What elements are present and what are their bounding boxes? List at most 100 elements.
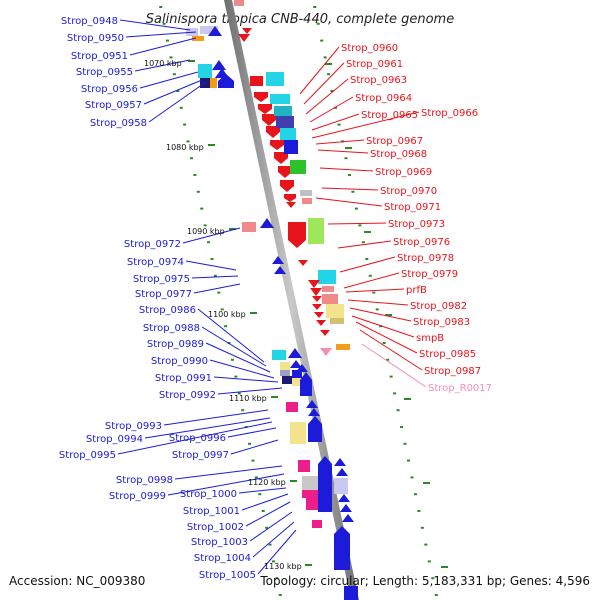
gene-label[interactable]: Strop_0957 (85, 100, 142, 111)
reverse-gene-arrow (342, 514, 354, 522)
leader-line (321, 187, 379, 191)
tick-dot (271, 560, 275, 563)
rna-gene-label[interactable]: Strop_R0017 (428, 383, 492, 394)
gene-block (280, 370, 290, 376)
reverse-gene-arrow (306, 400, 318, 408)
gene-label[interactable]: Strop_0993 (105, 421, 162, 432)
gene-label[interactable]: Strop_0979 (401, 269, 458, 280)
gene-label[interactable]: Strop_1000 (180, 489, 237, 500)
gene-block (334, 478, 348, 494)
gene-label[interactable]: Strop_0995 (59, 450, 116, 461)
gene-label[interactable]: Strop_0986 (139, 305, 196, 316)
leader-line (174, 465, 283, 480)
gene-label[interactable]: Strop_1001 (183, 506, 240, 517)
gene-label[interactable]: Strop_0960 (341, 43, 398, 54)
gene-label[interactable]: Strop_1004 (194, 553, 251, 564)
major-tick (325, 63, 332, 65)
major-tick (229, 228, 236, 230)
gene-label[interactable]: Strop_0974 (127, 257, 184, 268)
gene-label[interactable]: smpB (416, 333, 444, 344)
gene-label[interactable]: Strop_0999 (109, 491, 166, 502)
gene-label[interactable]: Strop_0964 (355, 93, 412, 104)
reverse-gene-arrow (296, 364, 308, 372)
gene-label[interactable]: Strop_0996 (169, 433, 226, 444)
accession-text: Accession: NC_009380 (9, 574, 145, 588)
gene-label[interactable]: Strop_0958 (90, 118, 147, 129)
tick-dot (254, 476, 258, 479)
gene-label[interactable]: Strop_0966 (421, 108, 478, 119)
gene-label[interactable]: Strop_0955 (76, 67, 133, 78)
gene-label[interactable]: Strop_0988 (143, 323, 200, 334)
gene-label[interactable]: Strop_0983 (413, 317, 470, 328)
gene-block (300, 190, 312, 196)
major-tick (345, 147, 352, 149)
scale-tick-labels: 1070 kbp 1080 kbp 1090 kbp 1100 kbp 1110… (144, 59, 302, 571)
gene-label[interactable]: Strop_0965 (361, 110, 418, 121)
tick-dot (275, 577, 279, 580)
gene-label[interactable]: Strop_0967 (366, 136, 423, 147)
gene-label[interactable]: Strop_0989 (147, 339, 204, 350)
reverse-gene-arrow (290, 360, 302, 368)
leader-line (148, 81, 207, 123)
leader-line (319, 167, 374, 172)
leader-line (191, 275, 239, 279)
reverse-gene-arrow (260, 218, 274, 228)
genome-backbone (224, 0, 359, 600)
forward-gene-arrow (310, 288, 322, 296)
gene-label[interactable]: Strop_0963 (350, 75, 407, 86)
gene-label[interactable]: Strop_0987 (424, 366, 481, 377)
leader-line (143, 79, 203, 105)
gene-label[interactable]: Strop_0994 (86, 434, 143, 445)
tick-dot (316, 22, 320, 25)
gene-label[interactable]: prfB (406, 285, 427, 296)
major-tick (385, 314, 392, 316)
gene-label[interactable]: Strop_0950 (67, 33, 124, 44)
reverse-gene-arrow (338, 494, 350, 502)
gene-label[interactable]: Strop_0956 (81, 84, 138, 95)
gene-label[interactable]: Strop_0977 (135, 289, 192, 300)
gene-label[interactable]: Strop_0969 (375, 167, 432, 178)
gene-label[interactable]: Strop_0968 (370, 149, 427, 160)
gene-block (292, 370, 302, 378)
gene-label[interactable]: Strop_0991 (155, 373, 212, 384)
gene-label[interactable]: Strop_0972 (124, 239, 181, 250)
gene-label[interactable]: Strop_0973 (388, 219, 445, 230)
gene-label[interactable]: Strop_1005 (199, 570, 256, 581)
tick-dot (159, 6, 163, 8)
gene-label[interactable]: Strop_0975 (133, 274, 190, 285)
gene-label[interactable]: Strop_0948 (61, 16, 118, 27)
gene-block (280, 128, 296, 140)
leader-line (129, 37, 197, 56)
leader-line (205, 342, 271, 373)
gene-block (344, 586, 358, 600)
gene-block (292, 378, 302, 386)
tick-dot (179, 106, 183, 109)
gene-label[interactable]: Strop_0976 (393, 237, 450, 248)
forward-gene-arrow (278, 166, 292, 178)
leader-line (347, 299, 409, 306)
gene-label[interactable]: Strop_0998 (116, 475, 173, 486)
gene-block (270, 94, 290, 104)
gene-label[interactable]: Strop_0982 (410, 301, 467, 312)
gene-label[interactable]: Strop_0961 (346, 59, 403, 70)
tick-dot (313, 6, 317, 8)
leader-line (305, 78, 349, 115)
gene-block (298, 460, 310, 472)
gene-label[interactable]: Strop_1002 (187, 522, 244, 533)
gene-label[interactable]: Strop_0990 (151, 356, 208, 367)
gene-label[interactable]: Strop_0992 (159, 390, 216, 401)
leader-line (217, 387, 283, 395)
gene-label[interactable]: Strop_0951 (71, 51, 128, 62)
gene-label[interactable]: Strop_0997 (172, 450, 229, 461)
tick-dot (278, 594, 282, 596)
forward-strand-labels: Strop_0960 Strop_0961 Strop_0963 Strop_0… (341, 43, 492, 394)
tick-dot (196, 190, 200, 193)
leader-line (241, 493, 289, 511)
tick-dot (327, 73, 331, 76)
major-tick (404, 398, 411, 400)
gene-label[interactable]: Strop_0970 (380, 186, 437, 197)
gene-label[interactable]: Strop_0978 (397, 253, 454, 264)
gene-label[interactable]: Strop_0971 (384, 202, 441, 213)
gene-label[interactable]: Strop_1003 (191, 537, 248, 548)
gene-label[interactable]: Strop_0985 (419, 349, 476, 360)
